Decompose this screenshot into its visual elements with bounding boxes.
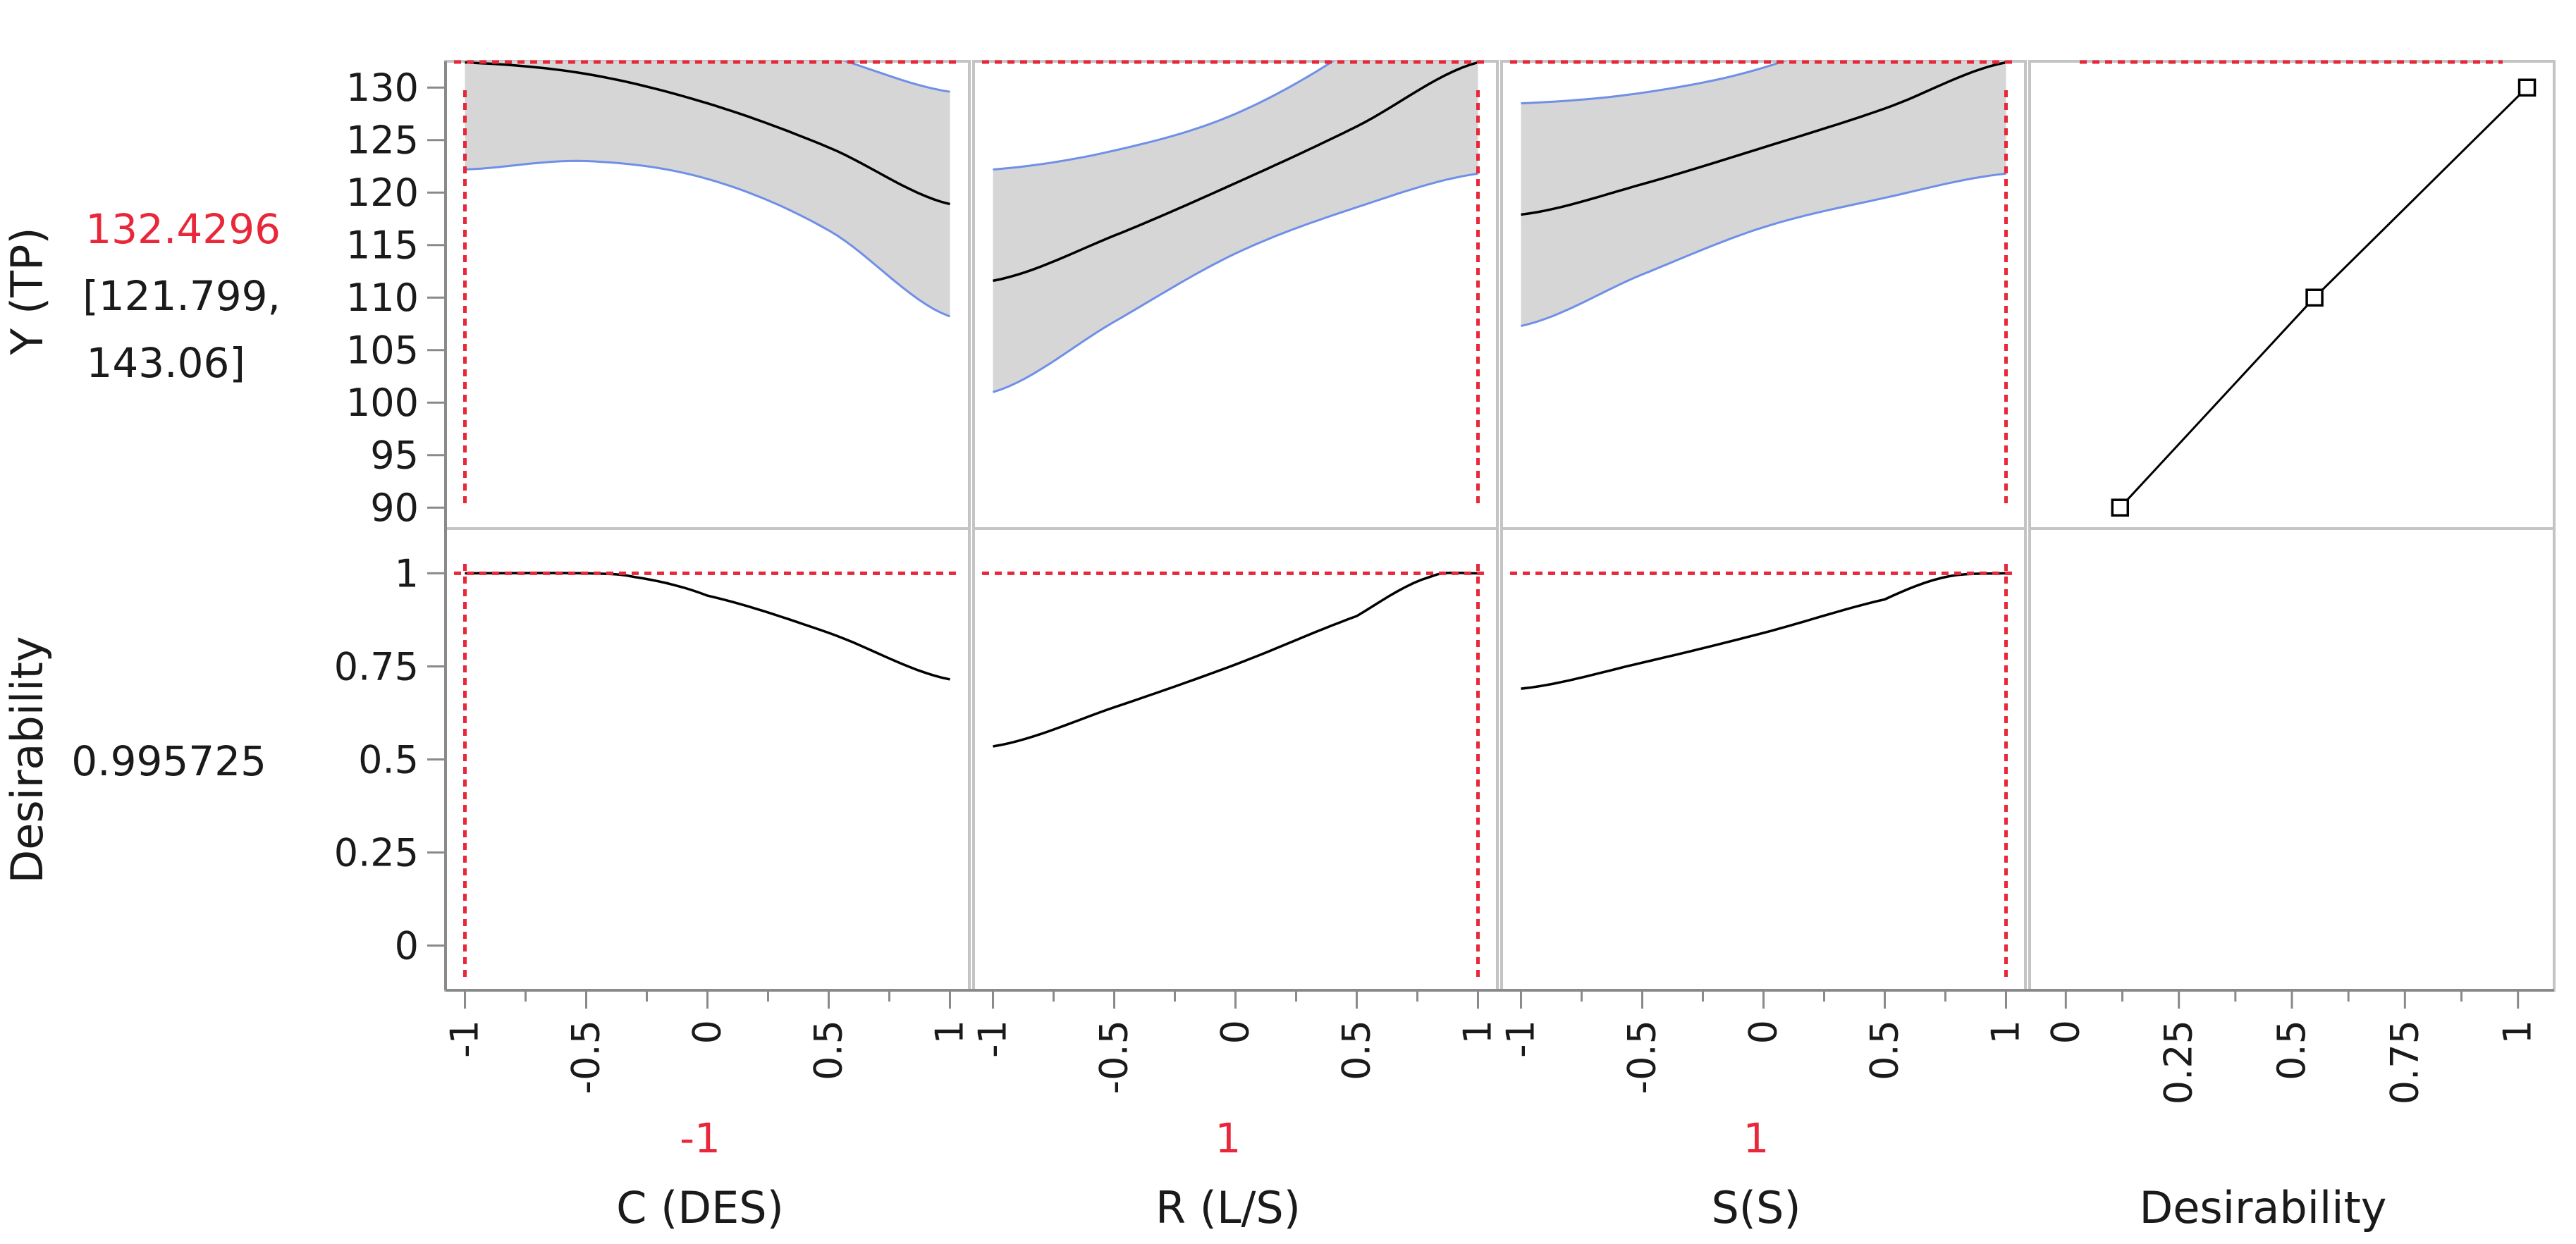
x-tick-label-r-l-s-: -1 — [971, 1020, 1015, 1058]
ci-band-s-s- — [1521, 61, 2006, 326]
x-tick-label-r-l-s-: 0 — [1213, 1020, 1258, 1044]
x-tick-label-c-des-: 1 — [927, 1020, 971, 1044]
prediction-curves — [465, 61, 2006, 748]
ci-lower-line-c-des- — [465, 159, 951, 318]
desirability-handle-0 — [2111, 498, 2130, 517]
y-tick-label-desirability: 0.5 — [358, 738, 419, 782]
x-tick-label-s-s-: 0.5 — [1862, 1020, 1906, 1080]
x-tick-label-s-s-: 1 — [1983, 1020, 2028, 1044]
ci-lower-line-s-s- — [1521, 172, 2006, 327]
factor-c-setting[interactable]: -1 — [680, 1114, 720, 1162]
x-tick-label-r-l-s-: 0.5 — [1334, 1020, 1378, 1080]
desirability-curve-r-l-s- — [993, 571, 1478, 748]
crosshairs — [454, 60, 2503, 978]
y-tick-label-desirability: 1 — [395, 551, 419, 596]
panel-grid — [444, 60, 2556, 992]
y-current-value: 132.4296 — [85, 205, 281, 253]
ci-upper-line-c-des- — [842, 61, 950, 93]
x-tick-label-s-s-: -0.5 — [1620, 1020, 1664, 1094]
y-tick-label-desirability: 0.25 — [334, 831, 419, 875]
y-tick-label-y-tp: 115 — [346, 223, 419, 268]
ci-upper-line-r-l-s- — [993, 61, 1335, 171]
x-tick-label-desirability: 0.5 — [2269, 1020, 2314, 1080]
y-tick-label-desirability: 0.75 — [334, 644, 419, 689]
desirability-handle-2 — [2517, 78, 2537, 97]
y-tick-label-y-tp: 120 — [346, 171, 419, 215]
prediction-curve-c-des- — [465, 61, 950, 206]
x-tick-label-r-l-s-: 1 — [1455, 1020, 1499, 1044]
y-ci-lower: [121.799, — [82, 272, 281, 320]
confidence-bands — [465, 61, 2006, 393]
prediction-curve-r-l-s- — [993, 61, 1478, 283]
panel-r1-c2 — [1500, 527, 2027, 992]
desirability-response-title: Desirability — [1, 636, 53, 884]
desirability-current-value: 0.995725 — [71, 737, 266, 785]
desirability-function-markers — [2111, 78, 2537, 517]
factor-c-title: C (DES) — [616, 1182, 784, 1233]
prediction-curve-s-s- — [1521, 61, 2006, 216]
ci-upper-line-s-s- — [1521, 61, 1787, 105]
x-tick-label-s-s-: 0 — [1741, 1020, 1786, 1044]
panel-r0-c3 — [2028, 60, 2556, 530]
panel-r1-c1 — [972, 527, 1499, 992]
ci-band-c-des- — [465, 61, 950, 316]
x-tick-label-r-l-s-: -0.5 — [1092, 1020, 1136, 1094]
y-tick-label-y-tp: 125 — [346, 118, 419, 163]
factor-s-setting[interactable]: 1 — [1743, 1114, 1770, 1162]
axes: -1 -0.5 0 0.5 1-1 -0.5 0 0.5 1-1 -0.5 0 0.5 1 0 0.25 0.… — [334, 61, 2554, 1104]
y-tick-label-y-tp: 130 — [346, 66, 419, 110]
x-tick-label-desirability: 0.25 — [2157, 1020, 2201, 1104]
y-tick-label-desirability: 0 — [395, 924, 419, 968]
panel-r1-c3 — [2028, 527, 2556, 992]
x-tick-label-c-des-: 0 — [685, 1020, 730, 1044]
y-tick-label-y-tp: 95 — [370, 433, 419, 478]
factor-r-setting[interactable]: 1 — [1215, 1114, 1241, 1162]
factor-s-title: S(S) — [1711, 1182, 1801, 1233]
ci-band-r-l-s- — [993, 61, 1478, 393]
desirability-handle-1 — [2305, 288, 2324, 307]
y-tick-label-y-tp: 110 — [346, 276, 419, 320]
y-ci-upper: 143.06] — [86, 339, 245, 387]
x-tick-label-c-des-: -0.5 — [564, 1020, 608, 1094]
desirability-axis-title: Desirability — [2140, 1182, 2387, 1233]
x-tick-label-s-s-: -1 — [1499, 1020, 1543, 1058]
x-tick-label-desirability: 1 — [2496, 1020, 2540, 1044]
panel-r1-c0 — [444, 527, 971, 992]
x-tick-label-desirability: 0 — [2043, 1020, 2087, 1044]
x-tick-label-c-des-: -1 — [443, 1020, 487, 1058]
y-response-title: Y (TP) — [1, 227, 53, 355]
factor-r-title: R (L/S) — [1155, 1182, 1301, 1233]
y-tick-label-y-tp: 105 — [346, 328, 419, 373]
x-tick-label-desirability: 0.75 — [2382, 1020, 2427, 1104]
y-tick-label-y-tp: 100 — [346, 381, 419, 425]
desirability-curve-s-s- — [1521, 572, 2006, 690]
y-tick-label-y-tp: 90 — [370, 486, 419, 530]
ci-lower-line-r-l-s- — [993, 172, 1478, 393]
x-tick-label-c-des-: 0.5 — [806, 1020, 850, 1080]
